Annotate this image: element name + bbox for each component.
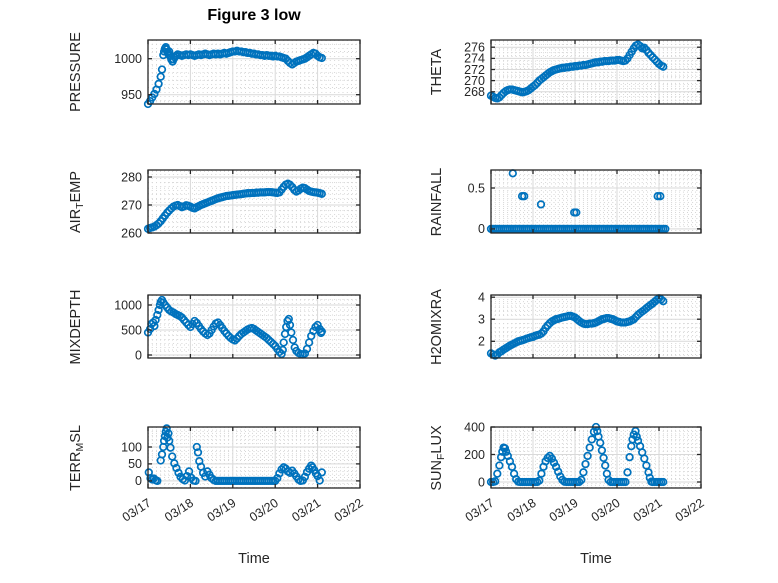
x-tick-labels: 03/17 03/18 03/19 03/20 03/21 03/22 bbox=[120, 496, 366, 525]
y-tick-labels: 0 200 400 bbox=[464, 420, 485, 489]
svg-text:4: 4 bbox=[478, 291, 485, 305]
svg-text:1000: 1000 bbox=[114, 52, 142, 66]
svg-text:268: 268 bbox=[464, 85, 485, 99]
svg-text:270: 270 bbox=[121, 198, 142, 212]
svg-text:280: 280 bbox=[121, 170, 142, 184]
svg-text:03/19: 03/19 bbox=[205, 496, 239, 525]
subplot-terrmsl: 0 50 100 03/17 03/18 03/19 03/20 03/21 03/22 TERR… bbox=[68, 419, 378, 566]
svg-text:03/18: 03/18 bbox=[162, 496, 196, 525]
ylabel-theta: THETA bbox=[429, 48, 445, 96]
grid-minor bbox=[491, 427, 701, 488]
subplot-h2omixra: 2 3 4 H2OMIXRA bbox=[429, 287, 719, 368]
ylabel-mixdepth: MIXDEPTH bbox=[68, 289, 84, 364]
svg-text:0: 0 bbox=[135, 348, 142, 362]
ylabel-airtemp: AIRTEMP bbox=[68, 170, 86, 233]
svg-text:274: 274 bbox=[464, 52, 485, 66]
svg-text:03/20: 03/20 bbox=[247, 496, 281, 525]
chart-sunflux: 0 200 400 03/17 03/18 03/19 03/20 03/21 03/22 bbox=[463, 420, 707, 525]
ylabel-terrmsl: TERRMSL bbox=[68, 424, 86, 491]
subplot-sunflux: 0 200 400 03/17 03/18 03/19 03/20 03/21 03/22 SUN… bbox=[429, 419, 719, 566]
scatter-points bbox=[486, 40, 668, 103]
svg-text:1000: 1000 bbox=[114, 298, 142, 312]
chart-airtemp: 260 270 280 bbox=[121, 169, 361, 240]
subplot-theta: 268 270 272 274 276 THETA bbox=[429, 32, 719, 114]
axes-box bbox=[147, 426, 361, 489]
ylabel-rainfall: RAINFALL bbox=[429, 167, 445, 236]
scatter-points bbox=[486, 169, 670, 234]
grid-minor bbox=[491, 170, 701, 233]
axes-box bbox=[490, 294, 702, 359]
chart-h2omixra: 2 3 4 bbox=[478, 291, 702, 360]
chart-pressure: 950 1000 bbox=[114, 39, 361, 109]
x-tick-labels: 03/17 03/18 03/19 03/20 03/21 03/22 bbox=[463, 496, 707, 525]
y-tick-labels: 0 50 100 bbox=[121, 440, 142, 488]
subplot-mixdepth: 0 500 1000 MIXDEPTH bbox=[68, 287, 378, 368]
svg-text:03/17: 03/17 bbox=[120, 496, 154, 525]
axes-box bbox=[147, 294, 361, 359]
svg-text:0: 0 bbox=[135, 474, 142, 488]
axes-box bbox=[490, 39, 702, 105]
ylabel-h2omixra: H2OMIXRA bbox=[429, 288, 445, 365]
svg-text:0: 0 bbox=[478, 475, 485, 489]
grid-minor bbox=[148, 40, 360, 104]
figure-title: Figure 3 low bbox=[207, 7, 301, 24]
svg-text:03/17: 03/17 bbox=[463, 496, 497, 525]
svg-text:03/21: 03/21 bbox=[289, 496, 323, 525]
svg-text:50: 50 bbox=[128, 457, 142, 471]
scatter-points bbox=[143, 43, 326, 109]
y-tick-labels: 260 270 280 bbox=[121, 170, 142, 240]
axes-box bbox=[490, 426, 702, 489]
x-axis-label-left: Time bbox=[238, 551, 270, 567]
y-tick-labels: 00.5 bbox=[468, 181, 485, 236]
scatter-points bbox=[144, 424, 326, 486]
grid-minor bbox=[148, 170, 360, 233]
axes-box bbox=[147, 39, 361, 105]
svg-text:03/19: 03/19 bbox=[547, 496, 581, 525]
svg-text:270: 270 bbox=[464, 74, 485, 88]
subplot-airtemp: 260 270 280 AIRTEMP bbox=[68, 162, 378, 243]
svg-text:0.5: 0.5 bbox=[468, 181, 485, 195]
svg-text:3: 3 bbox=[478, 313, 485, 327]
svg-text:200: 200 bbox=[464, 448, 485, 462]
svg-text:2: 2 bbox=[478, 335, 485, 349]
y-tick-labels: 2 3 4 bbox=[478, 291, 485, 349]
svg-text:272: 272 bbox=[464, 63, 485, 77]
chart-rainfall: 00.5 bbox=[468, 169, 702, 236]
svg-text:0: 0 bbox=[478, 222, 485, 236]
svg-text:03/21: 03/21 bbox=[631, 496, 665, 525]
axes-box bbox=[147, 169, 361, 234]
svg-text:260: 260 bbox=[121, 226, 142, 240]
svg-text:400: 400 bbox=[464, 420, 485, 434]
svg-text:03/22: 03/22 bbox=[673, 496, 707, 525]
svg-text:03/22: 03/22 bbox=[332, 496, 366, 525]
svg-text:500: 500 bbox=[121, 323, 142, 337]
subplot-rainfall: 0 0.5 RAINFALL bbox=[429, 162, 719, 243]
grid-minor bbox=[491, 40, 701, 104]
scatter-points bbox=[143, 295, 326, 359]
svg-text:100: 100 bbox=[121, 440, 142, 454]
svg-text:276: 276 bbox=[464, 41, 485, 55]
axes-box bbox=[490, 169, 702, 234]
subplot-pressure: 950 1000 PRESSURE bbox=[68, 32, 378, 114]
svg-text:03/18: 03/18 bbox=[505, 496, 539, 525]
svg-text:950: 950 bbox=[121, 88, 142, 102]
x-axis-label-right: Time bbox=[580, 551, 612, 567]
scatter-points bbox=[486, 294, 668, 360]
ylabel-sunflux: SUNFLUX bbox=[429, 424, 447, 491]
chart-terrmsl: 0 50 100 03/17 03/18 03/19 03/20 03/21 03/22 bbox=[120, 424, 366, 525]
y-tick-labels: 950 1000 bbox=[114, 52, 142, 102]
ylabel-pressure: PRESSURE bbox=[68, 32, 84, 112]
scatter-points bbox=[486, 422, 668, 487]
svg-text:03/20: 03/20 bbox=[589, 496, 623, 525]
y-tick-labels: 0 500 1000 bbox=[114, 298, 142, 362]
scatter-points bbox=[143, 179, 326, 233]
chart-mixdepth: 0 500 1000 bbox=[114, 294, 361, 362]
